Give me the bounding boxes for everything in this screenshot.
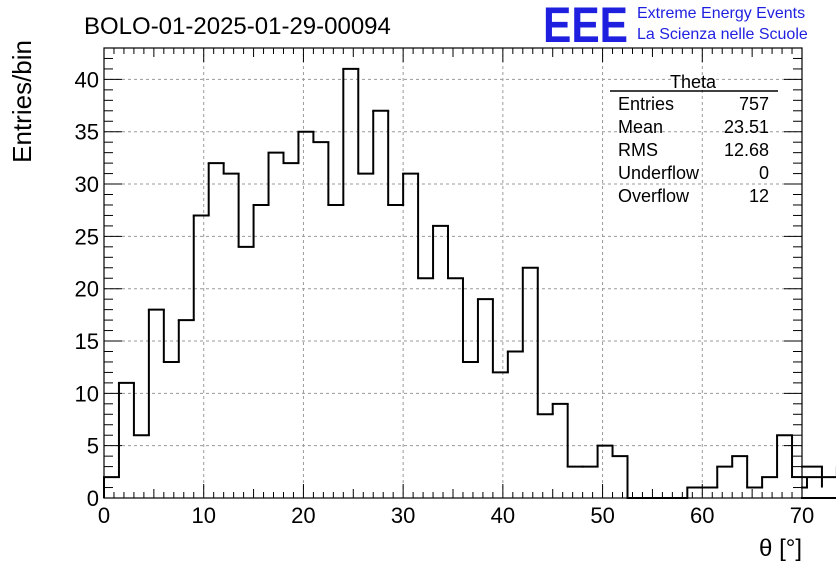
histogram-bin [432,224,450,279]
y-tick-labels: 0 5 10 15 20 25 30 35 40 [75,67,99,511]
histogram-bin [801,466,836,479]
histogram-bin [596,444,614,467]
stats-label: Underflow [618,163,700,183]
histogram-bin [387,110,405,206]
y-axis-label: Entries/bin [7,40,37,163]
histogram-bin [461,278,479,363]
histogram-bin [801,477,808,489]
histogram-bin [192,214,210,321]
x-tick-label: 20 [291,503,315,528]
x-tick-label: 10 [191,503,215,528]
grid [104,48,802,498]
y-tick-label: 25 [75,224,99,249]
chart-title: BOLO-01-2025-01-29-00094 [84,13,391,40]
histogram-bin [801,497,836,499]
stats-value: 12 [749,186,769,206]
histogram-bin [566,403,584,468]
histogram-bin [357,68,375,175]
x-axis-label: θ [°] [759,535,802,562]
x-tick-label: 0 [98,503,110,528]
axis-ticks [103,47,803,499]
stats-value: 0 [759,163,769,183]
histogram-bin [447,225,464,280]
stats-box: Theta Entries 757 Mean 23.51 RMS 12.68 Underfl… [610,72,778,206]
histogram-bin [162,309,180,363]
histogram-bin [132,382,150,437]
x-tick-label: 50 [590,503,614,528]
x-tick-labels: 0 10 20 30 40 50 60 70 [98,503,814,528]
stats-rows: Entries 757 Mean 23.51 RMS 12.68 Underflow 0 Ove… [618,94,769,206]
histogram-bin [491,299,509,374]
y-tick-label: 10 [75,381,99,406]
stats-label: Entries [618,94,674,114]
histogram-bin [551,402,569,415]
x-tick-label: 40 [491,503,515,528]
stats-label: Mean [618,117,663,137]
histogram-bin [282,152,300,165]
histogram-bin [626,456,644,499]
histogram-bin [476,298,494,362]
histogram-bin [237,173,255,248]
x-tick-label: 60 [690,503,714,528]
histogram-bin [536,267,554,416]
histogram-bin [222,163,240,175]
stats-value: 23.51 [724,117,769,137]
histogram-bin [267,151,285,205]
histogram-bin [312,131,330,144]
y-tick-label: 0 [87,486,99,511]
x-tick-label: 70 [790,503,814,528]
histogram-bin [731,455,749,467]
histogram-bin [686,486,704,498]
y-tick-label: 30 [75,172,99,197]
plot-frame [103,47,803,499]
histogram-bin [252,203,270,247]
histogram-bin [207,162,225,216]
y-tick-label: 5 [87,434,99,459]
histogram-bin [177,319,195,362]
y-tick-label: 20 [75,277,99,302]
histogram-bin [506,350,524,373]
histogram-bin [761,476,779,488]
eee-logo: EEE Extreme Energy Events La Scienza nel… [543,0,808,53]
histogram-bin [297,130,315,164]
histogram-bin [776,434,794,478]
logo-text-line2: La Scienza nelle Scuole [637,26,808,43]
histogram-bin [327,142,345,206]
histogram-bin [611,445,629,458]
histogram-bin [147,308,165,436]
x-tick-label: 30 [391,503,415,528]
stats-value: 12.68 [724,140,769,160]
histogram-bin [117,381,135,478]
y-tick-label: 40 [75,67,99,92]
histogram-bin [521,266,539,352]
histogram-bin [342,67,360,205]
histogram-bin [746,456,764,489]
eee-logo-mark: EEE [543,0,628,53]
stats-value: 757 [739,94,769,114]
histogram-bin [402,172,420,205]
y-tick-label: 15 [75,329,99,354]
stats-label: Overflow [618,186,690,206]
logo-text-line1: Extreme Energy Events [637,5,805,22]
histogram-bin [372,109,390,174]
histogram-bin [417,173,435,280]
stats-box-title: Theta [670,72,717,92]
stats-label: RMS [618,140,658,160]
histogram-bin [716,465,734,488]
y-tick-label: 35 [75,120,99,145]
